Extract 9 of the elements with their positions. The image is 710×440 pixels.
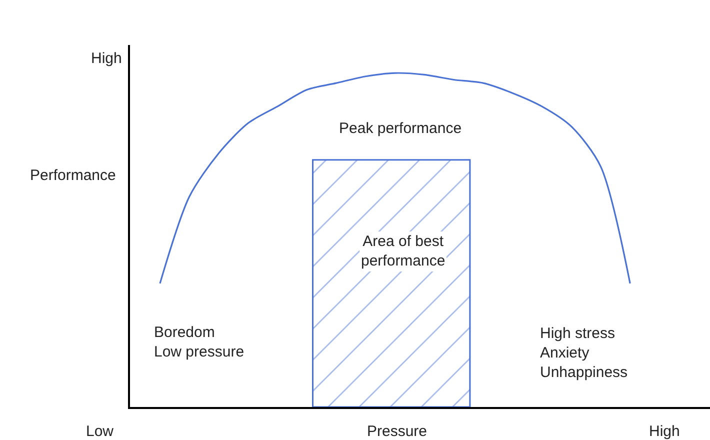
annotation: High stress Anxiety Unhappiness — [540, 325, 628, 381]
text: Low — [86, 423, 114, 440]
text: High — [91, 50, 122, 67]
x-axis-title: Pressure — [367, 423, 428, 440]
annotation: Area of best performance — [361, 233, 446, 270]
annotation: Boredom Low pressure — [154, 324, 244, 360]
y-axis-title: Performance — [30, 167, 116, 184]
text: High — [649, 423, 680, 440]
annotation: Peak performance — [339, 120, 462, 137]
